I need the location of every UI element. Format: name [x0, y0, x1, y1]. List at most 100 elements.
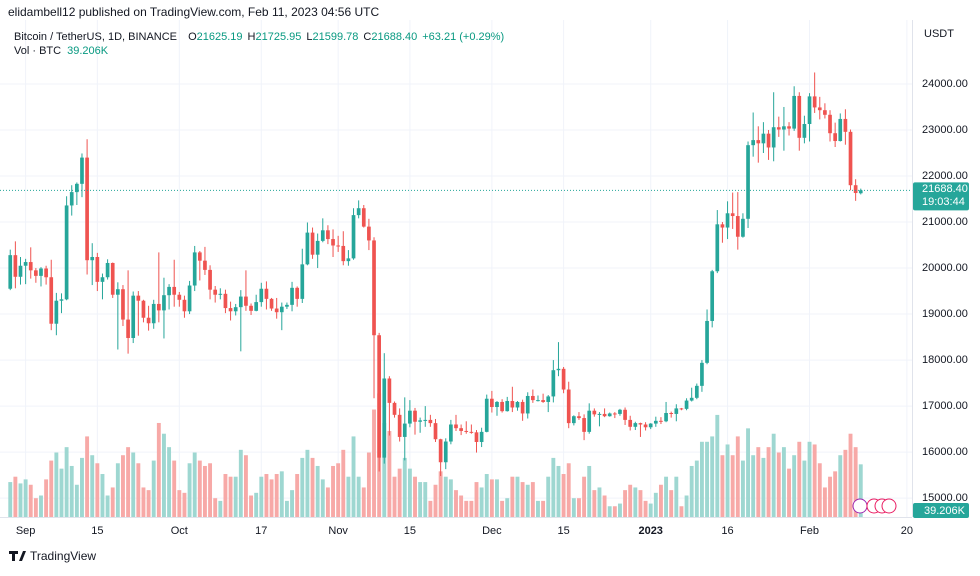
candle-body: [182, 299, 187, 312]
ohlc-value: 21688.40: [371, 31, 417, 43]
ohlc-key: L: [306, 31, 312, 43]
volume-bar: [346, 476, 351, 517]
volume-bar: [428, 500, 433, 517]
candle-body: [402, 423, 407, 437]
candle-body: [326, 230, 330, 240]
volume-bar: [541, 500, 546, 517]
change: +63.21 (+0.29%): [422, 31, 504, 43]
candle-body: [146, 317, 151, 324]
volume-bar: [254, 492, 259, 517]
candle-body: [203, 260, 207, 270]
volume-bar: [23, 479, 28, 517]
candle-body: [141, 300, 146, 318]
x-tick-label: 16: [721, 525, 733, 537]
volume-bar: [469, 500, 474, 517]
volume-bar: [341, 449, 346, 517]
volume-bar: [577, 498, 581, 517]
volume-bar: [49, 460, 54, 517]
candle-body: [172, 286, 177, 295]
candle-body: [392, 402, 397, 415]
volume-bar: [243, 455, 248, 517]
volume-bar: [59, 468, 64, 517]
candle-body: [320, 230, 325, 241]
candle-body: [792, 95, 797, 129]
volume-bar: [100, 474, 105, 517]
candle-body: [817, 107, 822, 111]
volume-bar: [433, 484, 438, 517]
candle-body: [623, 409, 627, 420]
volume-bar: [643, 500, 648, 517]
volume-bar: [725, 444, 730, 517]
volume-bar: [223, 474, 228, 517]
volume-bar: [505, 498, 510, 517]
x-tick-label: Sep: [16, 525, 36, 537]
candle-body: [571, 416, 576, 424]
candle-body: [454, 424, 458, 429]
candle-body: [618, 409, 622, 414]
volume-bar: [684, 495, 689, 517]
candle-body: [505, 401, 510, 412]
candle-body: [238, 296, 243, 308]
volume-bar: [274, 474, 279, 517]
volume-bar: [310, 457, 315, 517]
candle-body: [192, 252, 197, 286]
candle-body: [44, 268, 48, 278]
candle-body: [797, 95, 802, 138]
volume-bar: [279, 471, 284, 517]
volume-bar: [571, 498, 576, 517]
candle-body: [249, 305, 253, 311]
candle-body: [233, 307, 238, 312]
volume-bar: [822, 487, 827, 517]
candle-body: [197, 252, 202, 261]
candle-body: [259, 288, 264, 303]
volume-bar: [269, 479, 274, 517]
volume-bar: [366, 452, 371, 517]
candle-body: [151, 303, 156, 324]
volume-bar: [407, 468, 412, 517]
volume-bar: [54, 452, 59, 517]
volume-bar: [536, 500, 540, 517]
footer: TradingView: [30, 549, 96, 563]
volume-bar: [653, 492, 658, 517]
volume-bar: [300, 457, 305, 517]
volume-bar: [479, 487, 484, 517]
candle-body: [833, 133, 837, 142]
volume-bar: [64, 447, 69, 517]
volume-bar: [807, 441, 812, 517]
candle-body: [367, 226, 371, 241]
candle-body: [495, 401, 499, 408]
candle-body: [382, 378, 387, 458]
volume-bar: [658, 484, 663, 517]
candle-body: [843, 118, 848, 132]
candle-body: [848, 131, 853, 186]
candle-body: [105, 262, 110, 278]
ohlc-key: H: [248, 31, 256, 43]
volume-bar: [720, 455, 725, 517]
symbol: Bitcoin / TetherUS, 1D, BINANCE: [14, 31, 177, 43]
volume-bar: [669, 490, 674, 517]
candle-body: [279, 306, 284, 313]
volume-bar: [146, 490, 151, 517]
volume-bar: [95, 463, 100, 517]
candle-body: [331, 239, 335, 246]
candle-body: [705, 320, 709, 363]
volume-bar: [812, 444, 817, 517]
volume-bar: [397, 468, 402, 517]
candle-body: [807, 96, 812, 125]
candle-body: [746, 145, 750, 219]
volume-bar: [356, 476, 361, 517]
volume-bar: [290, 490, 294, 517]
candle-body: [684, 400, 689, 409]
volume-bar: [382, 422, 387, 517]
candle-body: [587, 410, 592, 432]
volume-bar: [612, 506, 617, 517]
candle-body: [136, 295, 141, 301]
x-tick-label: Feb: [800, 525, 819, 537]
volume-bar: [582, 476, 587, 517]
candle-body: [730, 213, 735, 217]
volume-bar: [213, 498, 218, 517]
candle-body: [213, 289, 218, 295]
candle-body: [377, 335, 381, 458]
volume-bar: [689, 465, 694, 517]
